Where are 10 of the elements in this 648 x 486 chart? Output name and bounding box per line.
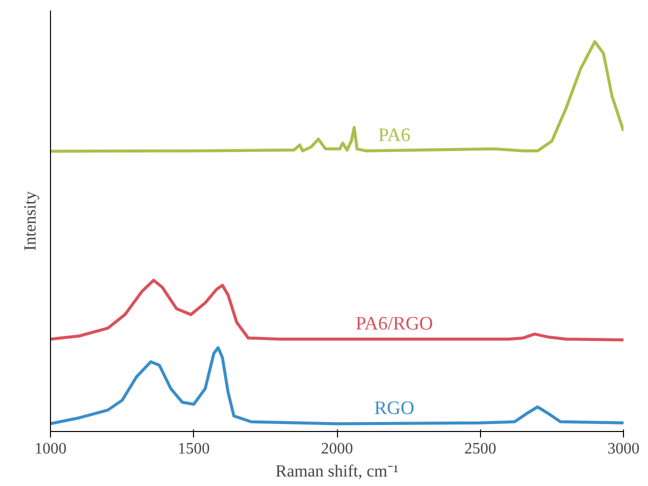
x-axis-title: Raman shift, cm⁻¹	[276, 462, 399, 480]
x-tick-label: 2000	[321, 440, 353, 458]
x-tick-label: 1000	[34, 440, 66, 458]
x-tick-label: 2500	[464, 440, 496, 458]
series-label: PA6/RGO	[356, 313, 434, 334]
series-label: RGO	[374, 398, 414, 420]
series-label: PA6	[378, 125, 410, 146]
x-tick-label: 1500	[178, 440, 210, 458]
x-tick-label: 3000	[608, 440, 640, 458]
y-axis-title: Intensity	[20, 190, 40, 251]
